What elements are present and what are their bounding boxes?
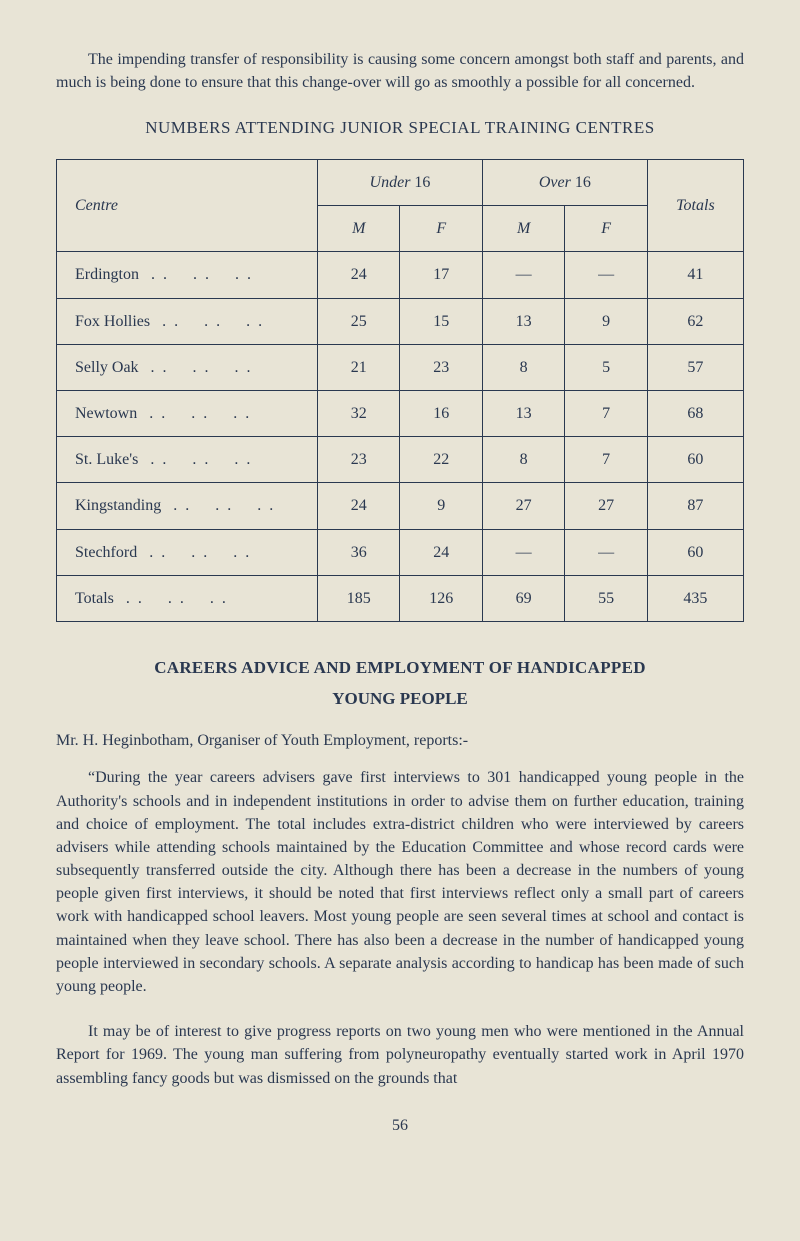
page-number: 56 <box>56 1114 744 1137</box>
table-row: Fox Hollies. . . . . . 251513962 <box>57 298 744 344</box>
cell-uf: 22 <box>400 437 482 483</box>
cell-om: 13 <box>482 390 564 436</box>
cell-tot: 68 <box>647 390 743 436</box>
cell-uf: 16 <box>400 390 482 436</box>
cell-um: 32 <box>318 390 400 436</box>
table-title: NUMBERS ATTENDING JUNIOR SPECIAL TRAININ… <box>56 116 744 141</box>
cell-of: 7 <box>565 390 647 436</box>
totals-um: 185 <box>318 575 400 621</box>
cell-om: — <box>482 252 564 298</box>
table-row: Erdington. . . . . .2417——41 <box>57 252 744 298</box>
totals-tot: 435 <box>647 575 743 621</box>
cell-um: 24 <box>318 483 400 529</box>
cell-um: 36 <box>318 529 400 575</box>
th-under-label: Under <box>370 174 411 191</box>
th-over-16: Over 16 <box>482 160 647 206</box>
cell-uf: 9 <box>400 483 482 529</box>
cell-tot: 41 <box>647 252 743 298</box>
cell-of: — <box>565 252 647 298</box>
cell-tot: 60 <box>647 437 743 483</box>
cell-uf: 15 <box>400 298 482 344</box>
cell-um: 24 <box>318 252 400 298</box>
intro-paragraph: The impending transfer of responsibility… <box>56 48 744 94</box>
cell-of: 7 <box>565 437 647 483</box>
dots: . . . . . . <box>114 590 228 607</box>
row-name: Erdington <box>75 266 139 283</box>
th-under-16: Under 16 <box>318 160 483 206</box>
totals-row: Totals. . . . . . 185 126 69 55 435 <box>57 575 744 621</box>
row-name: Fox Hollies <box>75 313 150 330</box>
cell-uf: 23 <box>400 344 482 390</box>
table-row: Kingstanding. . . . . .249272787 <box>57 483 744 529</box>
cell-of: 5 <box>565 344 647 390</box>
row-name: Stechford <box>75 544 137 561</box>
cell-om: 13 <box>482 298 564 344</box>
th-under-f: F <box>400 206 482 252</box>
table-row: Stechford. . . . . .3624——60 <box>57 529 744 575</box>
table-row: St. Luke's. . . . . . 23228760 <box>57 437 744 483</box>
dots: . . . . . . <box>138 451 252 468</box>
cell-of: — <box>565 529 647 575</box>
cell-tot: 57 <box>647 344 743 390</box>
row-name: Newtown <box>75 405 137 422</box>
dots: . . . . . . <box>139 266 253 283</box>
training-centres-table: Centre Under 16 Over 16 Totals M F M F E… <box>56 159 744 622</box>
th-centre: Centre <box>57 160 318 252</box>
section-subtitle: YOUNG PEOPLE <box>56 687 744 712</box>
th-over-f: F <box>565 206 647 252</box>
author-line: Mr. H. Heginbotham, Organiser of Youth E… <box>56 729 744 752</box>
body-paragraph-2: It may be of interest to give progress r… <box>56 1020 744 1090</box>
row-name: St. Luke's <box>75 451 138 468</box>
row-name: Selly Oak <box>75 359 139 376</box>
cell-um: 21 <box>318 344 400 390</box>
cell-om: 8 <box>482 344 564 390</box>
cell-of: 27 <box>565 483 647 529</box>
body-paragraph-1: “During the year careers advisers gave f… <box>56 766 744 998</box>
th-under-m: M <box>318 206 400 252</box>
dots: . . . . . . <box>150 313 264 330</box>
totals-om: 69 <box>482 575 564 621</box>
th-over-m: M <box>482 206 564 252</box>
table-row: Selly Oak. . . . . . 21238557 <box>57 344 744 390</box>
th-over-label: Over <box>539 174 571 191</box>
cell-tot: 87 <box>647 483 743 529</box>
th-totals: Totals <box>647 160 743 252</box>
totals-label: Totals <box>75 590 114 607</box>
cell-uf: 17 <box>400 252 482 298</box>
dots: . . . . . . <box>139 359 253 376</box>
cell-om: — <box>482 529 564 575</box>
cell-uf: 24 <box>400 529 482 575</box>
cell-tot: 62 <box>647 298 743 344</box>
row-name: Kingstanding <box>75 497 161 514</box>
cell-om: 8 <box>482 437 564 483</box>
cell-om: 27 <box>482 483 564 529</box>
dots: . . . . . . <box>137 405 251 422</box>
totals-of: 55 <box>565 575 647 621</box>
cell-um: 23 <box>318 437 400 483</box>
section-title: CAREERS ADVICE AND EMPLOYMENT OF HANDICA… <box>56 656 744 681</box>
cell-of: 9 <box>565 298 647 344</box>
totals-uf: 126 <box>400 575 482 621</box>
cell-tot: 60 <box>647 529 743 575</box>
table-row: Newtown. . . . . . 321613768 <box>57 390 744 436</box>
th-over-num: 16 <box>571 174 591 191</box>
th-under-num: 16 <box>410 174 430 191</box>
dots: . . . . . . <box>137 544 251 561</box>
dots: . . . . . . <box>161 497 275 514</box>
cell-um: 25 <box>318 298 400 344</box>
